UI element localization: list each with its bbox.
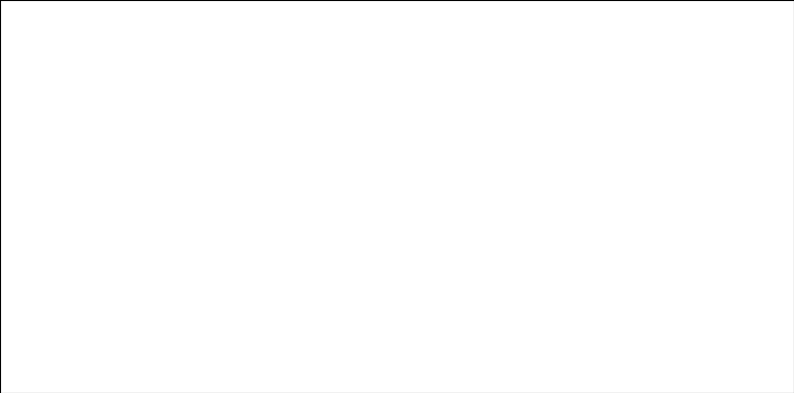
Text: uninfected control: uninfected control bbox=[83, 287, 172, 297]
Bar bbox=[568, 169, 576, 261]
Text: GSM1083157: GSM1083157 bbox=[214, 224, 219, 271]
Text: GSM1083155: GSM1083155 bbox=[163, 224, 168, 271]
Text: GSM1083171: GSM1083171 bbox=[569, 224, 575, 271]
Bar bbox=[85, 191, 94, 261]
Text: transformed count: transformed count bbox=[91, 347, 183, 357]
Text: day 5: day 5 bbox=[202, 318, 230, 328]
Text: GSM1083163: GSM1083163 bbox=[366, 224, 372, 271]
Bar bbox=[356, 304, 458, 342]
Bar bbox=[458, 281, 738, 302]
Bar bbox=[534, 304, 636, 342]
Text: GSM1083164: GSM1083164 bbox=[391, 224, 397, 271]
Bar bbox=[364, 185, 373, 261]
Bar bbox=[491, 187, 500, 261]
Bar bbox=[136, 198, 145, 261]
Text: GSM1083166: GSM1083166 bbox=[442, 224, 448, 271]
Text: GSM1083152: GSM1083152 bbox=[87, 224, 92, 271]
Text: GSM1083177: GSM1083177 bbox=[722, 224, 727, 271]
Bar bbox=[441, 129, 449, 261]
Bar bbox=[695, 226, 703, 261]
Bar bbox=[720, 192, 729, 261]
Bar bbox=[593, 197, 602, 261]
Text: GSM1083176: GSM1083176 bbox=[696, 224, 702, 271]
Text: GSM1083174: GSM1083174 bbox=[646, 224, 651, 271]
Text: GSM1083168: GSM1083168 bbox=[493, 224, 499, 271]
Bar bbox=[161, 47, 170, 261]
Text: GSM1083159: GSM1083159 bbox=[264, 224, 270, 271]
Bar bbox=[178, 281, 458, 302]
Bar bbox=[187, 191, 195, 261]
Bar bbox=[288, 191, 297, 261]
Text: GSM1083156: GSM1083156 bbox=[188, 224, 194, 271]
Bar bbox=[76, 281, 178, 302]
Bar bbox=[542, 127, 551, 261]
Text: time: time bbox=[72, 318, 94, 328]
Text: infection: infection bbox=[72, 287, 114, 297]
Text: day 0: day 0 bbox=[114, 318, 141, 328]
Text: GSM1083165: GSM1083165 bbox=[417, 224, 422, 271]
Text: GDS4556 / 10537831: GDS4556 / 10537831 bbox=[71, 18, 206, 31]
Text: GSM1083172: GSM1083172 bbox=[595, 224, 600, 271]
Bar bbox=[517, 158, 526, 261]
Bar bbox=[254, 304, 356, 342]
Text: LCMV-Armstrong: LCMV-Armstrong bbox=[277, 287, 358, 297]
Text: day 5: day 5 bbox=[482, 318, 510, 328]
Text: GSM1083162: GSM1083162 bbox=[341, 224, 346, 271]
Text: day 30: day 30 bbox=[391, 318, 423, 328]
Text: LCMV-Clone 13: LCMV-Clone 13 bbox=[561, 287, 634, 297]
Bar bbox=[466, 217, 475, 261]
Bar bbox=[458, 304, 534, 342]
Bar bbox=[619, 191, 627, 261]
Text: GSM1083153: GSM1083153 bbox=[112, 224, 118, 271]
Bar bbox=[314, 191, 322, 261]
Text: GSM1083160: GSM1083160 bbox=[290, 224, 295, 271]
Text: day 30: day 30 bbox=[670, 318, 703, 328]
Bar bbox=[263, 191, 272, 261]
Bar bbox=[212, 198, 221, 261]
Bar bbox=[71, 261, 742, 281]
Bar bbox=[76, 304, 178, 342]
Text: GSM1083170: GSM1083170 bbox=[544, 224, 549, 271]
Text: day 9: day 9 bbox=[571, 318, 599, 328]
Text: GSM1083169: GSM1083169 bbox=[518, 224, 524, 271]
Bar bbox=[390, 185, 399, 261]
Bar bbox=[237, 196, 246, 261]
Bar bbox=[669, 127, 678, 261]
Bar bbox=[636, 304, 738, 342]
Text: day 9: day 9 bbox=[291, 318, 319, 328]
Text: GSM1083158: GSM1083158 bbox=[239, 224, 245, 271]
Text: GSM1083167: GSM1083167 bbox=[468, 224, 473, 271]
Bar bbox=[110, 191, 119, 261]
Bar bbox=[178, 304, 254, 342]
Text: percentile rank within the sample: percentile rank within the sample bbox=[91, 364, 256, 374]
Text: GSM1083173: GSM1083173 bbox=[620, 224, 626, 271]
Text: GSM1083175: GSM1083175 bbox=[671, 224, 676, 271]
Bar bbox=[339, 187, 348, 261]
Bar bbox=[644, 192, 653, 261]
Text: GSM1083161: GSM1083161 bbox=[315, 224, 321, 271]
Text: GSM1083154: GSM1083154 bbox=[137, 224, 143, 271]
Bar bbox=[415, 185, 424, 261]
